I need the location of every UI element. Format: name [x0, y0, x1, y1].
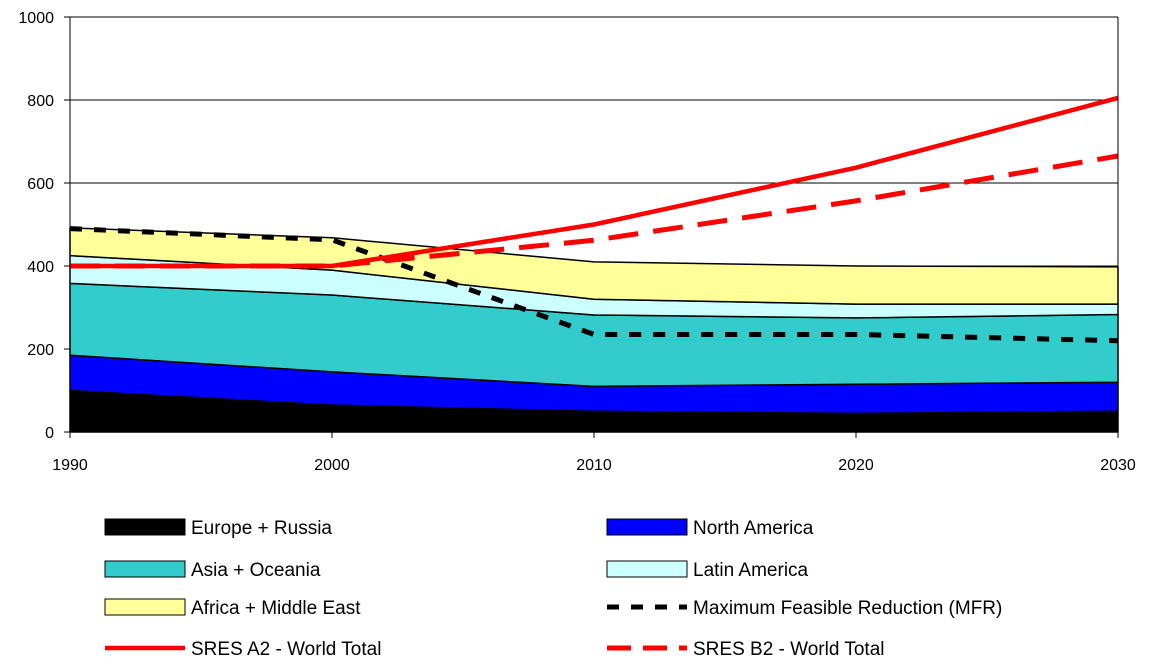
legend-swatch — [104, 518, 186, 536]
y-tick-label: 600 — [27, 176, 54, 193]
x-tick-label: 2000 — [314, 457, 350, 474]
legend-label: Asia + Oceania — [191, 560, 321, 581]
legend-item-africa-middle-east: Africa + Middle East — [104, 598, 361, 619]
x-tick-label: 2030 — [1100, 457, 1136, 474]
y-tick-label: 800 — [27, 93, 54, 110]
line-series — [69, 95, 1119, 344]
y-tick-label: 0 — [45, 425, 54, 442]
legend-swatch — [606, 560, 688, 578]
legend-label: SRES B2 - World Total — [693, 639, 884, 660]
legend-label: Maximum Feasible Reduction (MFR) — [693, 598, 1002, 619]
x-tick-label: 2010 — [576, 457, 612, 474]
legend-item-maximum-feasible-reduction-mfr: Maximum Feasible Reduction (MFR) — [607, 598, 1002, 619]
legend-swatch — [104, 598, 186, 616]
stacked-areas — [69, 227, 1119, 433]
legend-label: North America — [693, 518, 814, 539]
legend-item-north-america: North America — [606, 518, 814, 539]
legend-item-asia-oceania: Asia + Oceania — [104, 560, 321, 581]
axes: 0 200 400 600 800 1000 1990 2000 2010 2020 2030 — [18, 10, 1135, 474]
line-sres-b2-world-total — [70, 153, 1119, 269]
legend-label: SRES A2 - World Total — [191, 639, 381, 660]
legend-label: Europe + Russia — [191, 518, 332, 539]
y-tick-label: 200 — [27, 342, 54, 359]
legend-label: Africa + Middle East — [191, 598, 361, 619]
legend: Europe + Russia North America Asia + Ocean… — [104, 518, 1002, 660]
y-tick-label: 400 — [27, 259, 54, 276]
y-tick-label: 1000 — [18, 10, 54, 27]
legend-item-latin-america: Latin America — [606, 560, 809, 581]
x-tick-label: 1990 — [52, 457, 88, 474]
legend-item-europe-russia: Europe + Russia — [104, 518, 332, 539]
legend-swatch — [606, 518, 688, 536]
line-sres-a2-world-total — [70, 95, 1119, 269]
legend-swatch — [104, 560, 186, 578]
legend-item-sres-a2-world-total: SRES A2 - World Total — [105, 639, 381, 660]
legend-item-sres-b2-world-total: SRES B2 - World Total — [607, 639, 884, 660]
line-maximum-feasible-reduction-mfr — [69, 226, 1119, 344]
legend-label: Latin America — [693, 560, 809, 581]
x-tick-label: 2020 — [838, 457, 874, 474]
